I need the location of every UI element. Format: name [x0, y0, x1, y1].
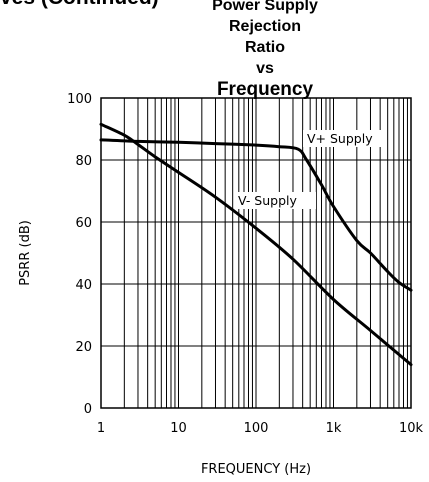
series-line-0 [99, 138, 413, 292]
series-line-1 [99, 122, 413, 367]
x-tick-label-1k: 1k [326, 421, 342, 436]
y-tick-label-80: 80 [75, 154, 92, 169]
series-annotation-1: V- Supply [238, 193, 298, 208]
y-tick-label-20: 20 [75, 340, 92, 355]
y-tick-label-100: 100 [67, 92, 92, 107]
chart-title-line-3: vs [256, 60, 274, 77]
x-tick-label-1: 1 [97, 421, 105, 436]
chart-title-line-1: Power Supply Rejection [212, 0, 318, 35]
x-tick-label-10k: 10k [399, 421, 424, 436]
x-tick-label-100: 100 [244, 421, 269, 436]
chart-title-line-4: Frequency [216, 79, 314, 100]
y-tick-label-40: 40 [75, 278, 92, 293]
y-axis-label: PSRR (dB) [18, 220, 33, 286]
x-tick-label-10: 10 [170, 421, 187, 436]
annotation-bg-1 [234, 192, 316, 209]
y-tick-label-60: 60 [75, 216, 92, 231]
cutoff-section-heading: ves (Continued) [0, 0, 160, 10]
chart-title: Power Supply Rejection Ratio vs Frequenc… [180, 0, 350, 100]
series-annotation-0: V+ Supply [307, 131, 373, 146]
chart-title-line-2: Ratio [245, 39, 285, 56]
y-tick-label-0: 0 [84, 402, 92, 417]
annotation-bg-0 [303, 130, 385, 147]
x-axis-label: FREQUENCY (Hz) [201, 462, 311, 477]
plot-frame [100, 97, 412, 409]
